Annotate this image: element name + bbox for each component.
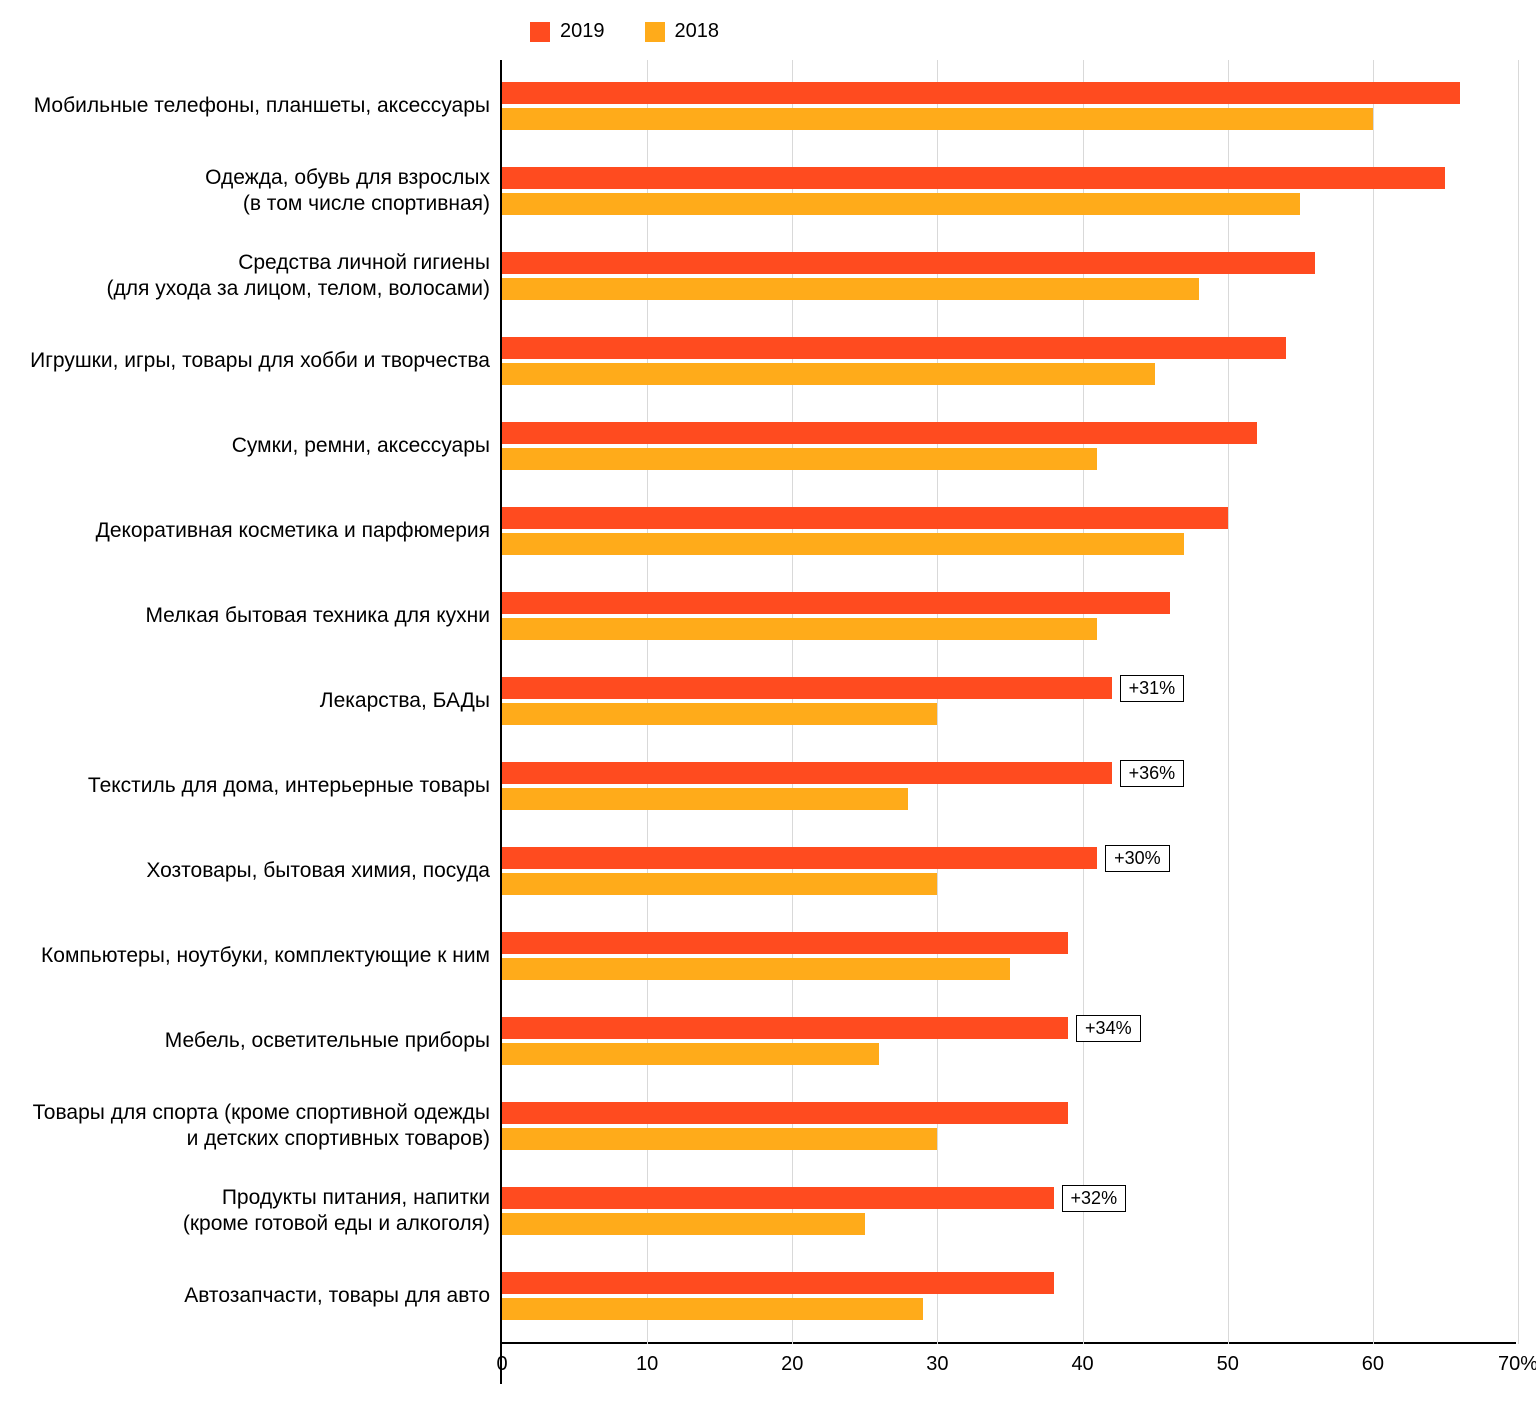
category-label: Мебель, осветительные приборы	[20, 1028, 490, 1054]
bar-2019	[502, 167, 1445, 189]
legend: 2019 2018	[530, 20, 719, 43]
x-tick-label: 30	[926, 1353, 948, 1376]
bar-2018	[502, 448, 1097, 470]
legend-swatch-2018	[645, 22, 665, 42]
bar-2018	[502, 618, 1097, 640]
annotation-badge: +32%	[1062, 1185, 1127, 1212]
bar-2018	[502, 363, 1155, 385]
category-label: Автозапчасти, товары для авто	[20, 1283, 490, 1309]
plot-area: 010203040506070%+31%+36%+30%+34%+32%	[500, 60, 1516, 1384]
category-label: Мобильные телефоны, планшеты, аксессуары	[20, 93, 490, 119]
legend-item-2018: 2018	[645, 20, 720, 43]
legend-label-2019: 2019	[560, 20, 605, 43]
category-label: Декоративная косметика и парфюмерия	[20, 518, 490, 544]
category-label: Мелкая бытовая техника для кухни	[20, 603, 490, 629]
bar-2019	[502, 252, 1315, 274]
bar-2019	[502, 507, 1228, 529]
bar-2018	[502, 278, 1199, 300]
category-label: Средства личной гигиены(для ухода за лиц…	[20, 250, 490, 303]
bar-2018	[502, 873, 937, 895]
x-tick-label: 0	[496, 1353, 507, 1376]
category-label: Лекарства, БАДы	[20, 688, 490, 714]
category-label: Хозтовары, бытовая химия, посуда	[20, 858, 490, 884]
bar-2019	[502, 82, 1460, 104]
x-axis-line	[502, 1342, 1516, 1344]
bar-2018	[502, 958, 1010, 980]
category-label: Сумки, ремни, аксессуары	[20, 433, 490, 459]
legend-label-2018: 2018	[675, 20, 720, 43]
category-label: Товары для спорта (кроме спортивной одеж…	[20, 1100, 490, 1153]
x-tick-label: 70%	[1498, 1353, 1536, 1376]
bar-2018	[502, 703, 937, 725]
bar-2018	[502, 788, 908, 810]
bar-2019	[502, 337, 1286, 359]
chart-body: Мобильные телефоны, планшеты, аксессуары…	[20, 60, 1516, 1384]
annotation-badge: +34%	[1076, 1015, 1141, 1042]
category-label: Текстиль для дома, интерьерные товары	[20, 773, 490, 799]
category-label: Компьютеры, ноутбуки, комплектующие к ни…	[20, 943, 490, 969]
bar-2019	[502, 422, 1257, 444]
annotation-badge: +36%	[1120, 760, 1185, 787]
gridline	[1373, 60, 1374, 1344]
bar-2019	[502, 847, 1097, 869]
bar-2019	[502, 762, 1112, 784]
bar-2018	[502, 1298, 923, 1320]
labels-column: Мобильные телефоны, планшеты, аксессуары…	[20, 60, 500, 1384]
bar-2019	[502, 592, 1170, 614]
gridline	[1518, 60, 1519, 1344]
bar-2019	[502, 932, 1068, 954]
bar-2019	[502, 1187, 1054, 1209]
x-tick-label: 60	[1362, 1353, 1384, 1376]
x-tick-label: 10	[636, 1353, 658, 1376]
annotation-badge: +30%	[1105, 845, 1170, 872]
annotation-badge: +31%	[1120, 675, 1185, 702]
bar-2019	[502, 1017, 1068, 1039]
bar-2018	[502, 533, 1184, 555]
bar-2019	[502, 1102, 1068, 1124]
bar-2018	[502, 1213, 865, 1235]
category-label: Игрушки, игры, товары для хобби и творче…	[20, 348, 490, 374]
legend-item-2019: 2019	[530, 20, 605, 43]
x-tick-label: 40	[1071, 1353, 1093, 1376]
legend-swatch-2019	[530, 22, 550, 42]
x-tick-label: 20	[781, 1353, 803, 1376]
chart-container: 2019 2018 Мобильные телефоны, планшеты, …	[20, 20, 1516, 1384]
bar-2018	[502, 1043, 879, 1065]
category-label: Одежда, обувь для взрослых(в том числе с…	[20, 165, 490, 218]
bar-2018	[502, 193, 1300, 215]
bar-2018	[502, 108, 1373, 130]
x-tick-label: 50	[1217, 1353, 1239, 1376]
bar-2018	[502, 1128, 937, 1150]
bar-2019	[502, 1272, 1054, 1294]
bar-2019	[502, 677, 1112, 699]
category-label: Продукты питания, напитки(кроме готовой …	[20, 1185, 490, 1238]
